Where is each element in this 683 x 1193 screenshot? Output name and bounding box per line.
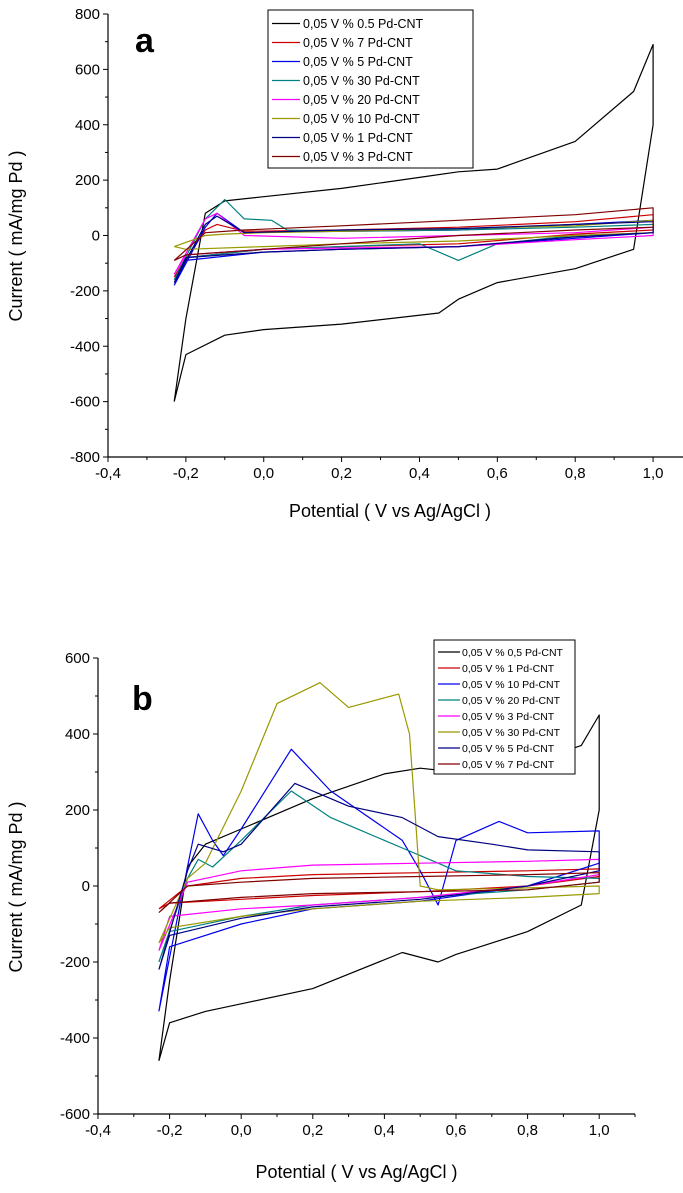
x-tick-label: 0,6 xyxy=(487,465,508,482)
x-tick-label: 0,8 xyxy=(517,1122,538,1139)
x-axis-label: Potential ( V vs Ag/AgCl ) xyxy=(289,501,491,521)
legend-box xyxy=(267,9,474,169)
y-axis-label: Current ( mA/mg Pd ) xyxy=(6,801,26,972)
x-tick-label: 1,0 xyxy=(589,1122,610,1139)
x-tick-label: -0,4 xyxy=(95,465,121,482)
panel-label: a xyxy=(135,22,155,60)
x-tick-label: 1,0 xyxy=(643,465,664,482)
legend-entry: 0,05 V % 3 Pd-CNT xyxy=(462,711,555,723)
y-tick-label: 400 xyxy=(65,726,90,743)
legend-entry: 0,05 V % 3 Pd-CNT xyxy=(303,150,413,164)
legend-box xyxy=(433,639,576,775)
legend-entry: 0,05 V % 20 Pd-CNT xyxy=(462,695,561,707)
x-axis-label: Potential ( V vs Ag/AgCl ) xyxy=(255,1162,457,1182)
series-line-4 xyxy=(158,790,600,963)
legend-entry: 0,05 V % 30 Pd-CNT xyxy=(462,727,561,739)
y-tick-label: -400 xyxy=(70,338,100,355)
legend-entry: 0,05 V % 7 Pd-CNT xyxy=(303,36,413,50)
y-tick-label: 400 xyxy=(75,117,100,134)
y-tick-label: 600 xyxy=(75,61,100,78)
x-tick-label: 0,6 xyxy=(446,1122,467,1139)
chart-b: 600 400 200 0 -200 -400 -600-0,4 -0,2 0,0 0,2 0,4 0… xyxy=(6,639,636,1182)
y-tick-label: 800 xyxy=(75,6,100,23)
x-tick-label: -0,4 xyxy=(85,1122,111,1139)
series-line-6 xyxy=(158,682,600,944)
legend-entry: 0,05 V % 5 Pd-CNT xyxy=(303,55,413,69)
series-line-7 xyxy=(158,782,600,970)
legend: 0,05 V % 0,5 Pd-CNT 0,05 V % 1 Pd-CNT 0,05… xyxy=(433,639,576,775)
legend-entry: 0,05 V % 20 Pd-CNT xyxy=(303,93,420,107)
y-tick-label: 0 xyxy=(82,878,90,895)
legend-entry: 0,05 V % 7 Pd-CNT xyxy=(462,759,555,771)
legend: 0,05 V % 0.5 Pd-CNT 0,05 V % 7 Pd-CNT 0,05… xyxy=(267,9,474,169)
y-tick-label: -600 xyxy=(60,1106,90,1123)
x-tick-label: 0,2 xyxy=(302,1122,323,1139)
x-tick-label: 0,2 xyxy=(331,465,352,482)
x-tick-label: 0,0 xyxy=(253,465,274,482)
series-line-8 xyxy=(158,872,600,914)
x-tick-label: 0,0 xyxy=(231,1122,252,1139)
legend-entry: 0,05 V % 1 Pd-CNT xyxy=(303,131,413,145)
y-tick-label: -400 xyxy=(60,1030,90,1047)
x-tick-label: -0,2 xyxy=(173,465,199,482)
y-axis-label: Current ( mA/mg Pd ) xyxy=(6,150,26,321)
y-tick-label: -200 xyxy=(70,283,100,300)
series-line-8 xyxy=(173,207,654,261)
y-tick-label: -800 xyxy=(70,449,100,466)
x-tick-label: 0,4 xyxy=(409,465,430,482)
x-tick-label: -0,2 xyxy=(157,1122,183,1139)
x-tick-label: 0,4 xyxy=(374,1122,395,1139)
legend-entry: 0,05 V % 0.5 Pd-CNT xyxy=(303,17,424,31)
legend-entry: 0,05 V % 0,5 Pd-CNT xyxy=(462,647,564,659)
series-line-1 xyxy=(173,43,654,402)
x-tick-label: 0,8 xyxy=(565,465,586,482)
legend-entry: 0,05 V % 30 Pd-CNT xyxy=(303,74,420,88)
legend-entry: 0,05 V % 5 Pd-CNT xyxy=(462,743,555,755)
y-tick-label: -600 xyxy=(70,394,100,411)
legend-entry: 0,05 V % 1 Pd-CNT xyxy=(462,663,555,675)
y-tick-label: -200 xyxy=(60,954,90,971)
panel-label: b xyxy=(132,680,153,718)
y-tick-label: 600 xyxy=(65,650,90,667)
y-tick-label: 0 xyxy=(92,228,100,245)
y-tick-label: 200 xyxy=(75,172,100,189)
series-line-1 xyxy=(158,714,600,1061)
chart-a: 800 600 400 200 0 -200 -400 -600 -800-0,4 -0,2 0,0… xyxy=(6,6,683,521)
legend-entry: 0,05 V % 10 Pd-CNT xyxy=(303,112,420,126)
series-line-7 xyxy=(173,215,654,283)
legend-entry: 0,05 V % 10 Pd-CNT xyxy=(462,679,561,691)
y-tick-label: 200 xyxy=(65,802,90,819)
